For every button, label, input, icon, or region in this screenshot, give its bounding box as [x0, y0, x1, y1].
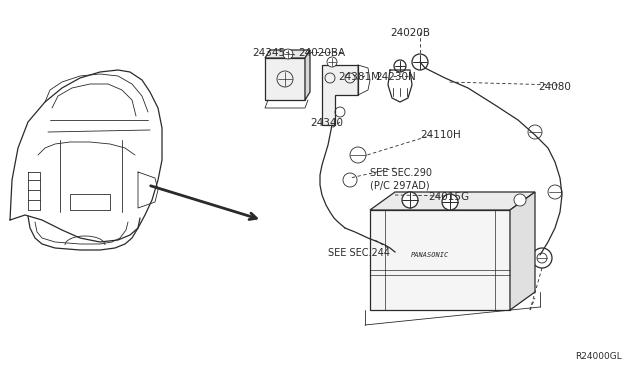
Text: 24230N: 24230N [375, 72, 416, 82]
Polygon shape [305, 50, 310, 100]
Circle shape [514, 194, 526, 206]
Text: 24020BA: 24020BA [298, 48, 345, 58]
Text: 24015G: 24015G [428, 192, 469, 202]
Polygon shape [370, 210, 510, 310]
Text: 24020B: 24020B [390, 28, 430, 38]
Text: SEE SEC.290: SEE SEC.290 [370, 168, 432, 178]
Text: 24345: 24345 [252, 48, 285, 58]
Circle shape [442, 194, 458, 210]
Circle shape [402, 192, 418, 208]
Polygon shape [265, 58, 305, 100]
Text: 24340: 24340 [310, 118, 343, 128]
Circle shape [394, 60, 406, 72]
Text: SEE SEC.244: SEE SEC.244 [328, 248, 390, 258]
Text: 24080: 24080 [538, 82, 571, 92]
Polygon shape [322, 65, 358, 125]
Text: (P/C 297AD): (P/C 297AD) [370, 180, 429, 190]
Circle shape [327, 57, 337, 67]
Text: PANASONIC: PANASONIC [411, 252, 449, 258]
Circle shape [283, 49, 293, 59]
Text: 24110H: 24110H [420, 130, 461, 140]
Text: 24381M: 24381M [338, 72, 380, 82]
Text: R24000GL: R24000GL [575, 352, 621, 361]
Circle shape [350, 147, 366, 163]
Polygon shape [265, 50, 310, 58]
Polygon shape [370, 192, 535, 210]
Polygon shape [510, 192, 535, 310]
